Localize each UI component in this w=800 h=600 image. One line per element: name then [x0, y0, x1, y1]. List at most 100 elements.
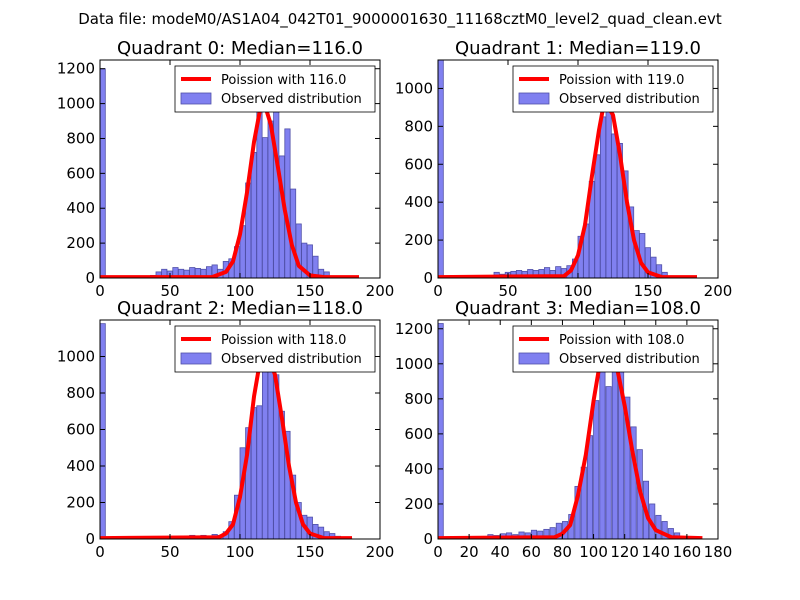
y-tick-label: 800 [66, 129, 95, 147]
histogram-bar [624, 396, 631, 539]
histogram-bar [438, 323, 444, 539]
histogram-bar [250, 152, 257, 278]
x-tick-label: 200 [366, 543, 395, 561]
x-tick-label: 0 [95, 543, 105, 561]
x-tick-label: 80 [553, 543, 572, 561]
legend-hist-swatch [518, 92, 550, 105]
histogram-bar [267, 350, 274, 539]
x-tick-label: 50 [160, 282, 179, 300]
x-tick-label: 150 [296, 282, 325, 300]
y-tick-label: 600 [66, 164, 95, 182]
legend: Poission with 108.0 Observed distribution [512, 325, 714, 373]
legend-hist-swatch [180, 92, 212, 105]
y-tick-label: 800 [404, 117, 433, 135]
x-tick-label: 0 [433, 543, 443, 561]
y-tick-label: 200 [66, 234, 95, 252]
y-tick-label: 1000 [57, 95, 95, 113]
y-tick-label: 600 [404, 155, 433, 173]
figure-suptitle: Data file: modeM0/AS1A04_042T01_90000016… [78, 10, 722, 29]
histogram-bar [611, 133, 618, 278]
legend-hist-label: Observed distribution [559, 352, 700, 367]
x-tick-label: 180 [704, 543, 733, 561]
y-tick-label: 1200 [395, 320, 433, 338]
x-tick-label: 40 [491, 543, 510, 561]
histogram-bar [273, 103, 280, 278]
legend-hist-swatch [180, 352, 212, 365]
histogram-bar [261, 343, 269, 539]
y-tick-label: 400 [404, 193, 433, 211]
legend-fit-label: Poission with 116.0 [221, 73, 346, 88]
panel-title: Quadrant 1: Median=119.0 [455, 38, 701, 59]
poisson-fit-line [438, 353, 703, 539]
legend-hist-label: Observed distribution [559, 92, 700, 107]
y-tick-label: 0 [423, 269, 433, 287]
y-tick-label: 800 [404, 390, 433, 408]
y-tick-label: 200 [404, 231, 433, 249]
legend-fit-label: Poission with 118.0 [221, 333, 346, 348]
x-tick-label: 0 [95, 282, 105, 300]
y-tick-label: 1200 [57, 60, 95, 78]
y-tick-label: 600 [404, 425, 433, 443]
y-tick-label: 1000 [395, 79, 433, 97]
x-tick-label: 150 [634, 282, 663, 300]
poisson-fit-line [438, 103, 697, 278]
x-tick-label: 150 [296, 543, 325, 561]
histogram-bar [261, 137, 269, 278]
histogram-bar [312, 255, 319, 278]
y-tick-label: 0 [85, 269, 95, 287]
axes-frame [437, 319, 719, 540]
panel-title: Quadrant 3: Median=108.0 [455, 298, 701, 319]
x-tick-label: 50 [160, 543, 179, 561]
quadrant-2-panel: 0 50 100 150 200 0 200 400 600 800 1000 Quadrant 2:… [57, 298, 395, 561]
panel-title: Quadrant 0: Median=116.0 [117, 38, 363, 59]
histogram-bar [611, 363, 618, 539]
y-tick-label: 400 [66, 199, 95, 217]
legend-fit-label: Poission with 108.0 [559, 333, 684, 348]
histogram-bar [600, 116, 607, 278]
histogram-bar [537, 530, 544, 539]
quadrant-0-panel: 0 50 100 150 200 0 200 400 600 800 1000 1200 Quadran… [57, 38, 395, 300]
poisson-fit-line [100, 354, 352, 539]
x-tick-label: 60 [522, 543, 541, 561]
legend: Poission with 118.0 Observed distribution [174, 325, 376, 373]
legend-hist-label: Observed distribution [221, 92, 362, 107]
histogram-bar [543, 528, 550, 539]
x-tick-label: 120 [610, 543, 639, 561]
panel-title: Quadrant 2: Median=118.0 [117, 298, 363, 319]
histogram-bar [256, 405, 263, 539]
x-tick-label: 140 [641, 543, 670, 561]
histogram-bar [599, 366, 606, 539]
histogram-bar [438, 60, 444, 278]
y-tick-label: 1000 [57, 348, 95, 366]
y-tick-label: 200 [404, 495, 433, 513]
y-tick-label: 0 [423, 530, 433, 548]
y-tick-label: 600 [66, 421, 95, 439]
x-tick-label: 100 [226, 282, 255, 300]
poisson-fit-line [100, 103, 359, 278]
x-tick-label: 200 [704, 282, 733, 300]
quadrant-3-panel: 0 20 40 60 80 100 120 140 160 180 0 200 400 600 800 100… [395, 298, 733, 561]
legend-fit-label: Poission with 119.0 [559, 73, 684, 88]
y-tick-label: 1000 [395, 355, 433, 373]
y-tick-label: 0 [85, 530, 95, 548]
histogram-bars [100, 68, 353, 278]
y-tick-label: 800 [66, 384, 95, 402]
x-tick-label: 200 [366, 282, 395, 300]
y-tick-label: 200 [66, 494, 95, 512]
legend-hist-label: Observed distribution [221, 352, 362, 367]
legend: Poission with 116.0 Observed distribution [174, 65, 376, 113]
y-tick-label: 400 [404, 460, 433, 478]
histogram-bar [100, 323, 106, 539]
x-tick-label: 100 [564, 282, 593, 300]
histogram-bar [630, 426, 637, 539]
legend: Poission with 119.0 Observed distribution [512, 65, 714, 113]
x-tick-label: 0 [433, 282, 443, 300]
x-tick-label: 20 [460, 543, 479, 561]
x-tick-label: 160 [673, 543, 702, 561]
x-tick-label: 100 [226, 543, 255, 561]
quadrant-1-panel: 0 50 100 150 200 0 200 400 600 800 1000 Quadrant 1:… [395, 38, 733, 300]
histogram-bar [655, 514, 662, 539]
histogram-bar [656, 264, 663, 278]
histogram-bar [594, 154, 601, 278]
